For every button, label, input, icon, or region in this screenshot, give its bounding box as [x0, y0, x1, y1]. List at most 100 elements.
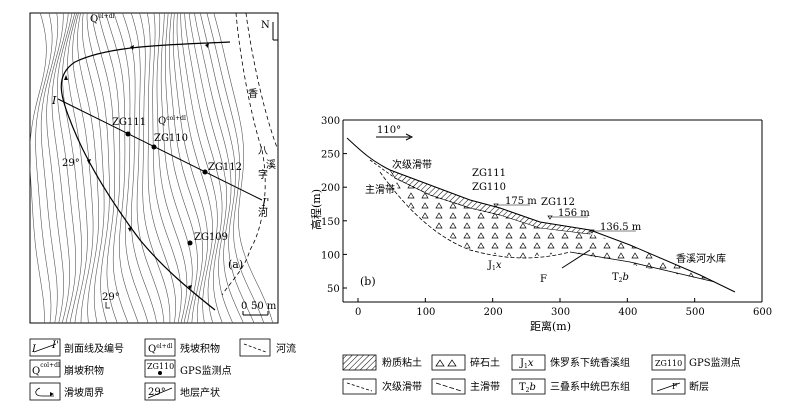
legend: I I' 剖面线及编号 Qel+dl 残坡积物 河流 Qcol+dl 崩坡积物 …	[29, 338, 741, 401]
contour-line	[67, 13, 88, 323]
svg-text:Qcol+dl: Qcol+dl	[32, 362, 60, 377]
river-line-2	[245, 12, 279, 151]
profile-end-label: I'	[261, 196, 269, 209]
contour-line	[81, 13, 105, 323]
x-tick-label: 200	[484, 307, 503, 318]
contour-line	[91, 13, 118, 323]
contour-line	[152, 13, 182, 323]
profile-elev-156: 156 m	[558, 208, 590, 219]
river-char-3: 河	[258, 207, 268, 219]
contour-line	[51, 13, 71, 323]
contour-line	[98, 13, 129, 323]
contour-line	[172, 13, 209, 323]
y-tick-label: 150	[321, 217, 340, 228]
contour-line	[184, 13, 223, 323]
main-slip-zone	[379, 171, 571, 259]
contour-line	[46, 13, 64, 323]
map-panel: I I' Qel+dl Qcol+dl N ZG111 ZG110 ZG112 …	[29, 12, 279, 324]
profile-elev-136: 136.5 m	[600, 222, 642, 233]
map-panel-label: (a)	[228, 258, 243, 271]
bayi-char-1: 八	[258, 146, 268, 157]
contour-line	[200, 13, 255, 323]
gps-zg112-label: ZG112	[208, 162, 242, 173]
gps-zg111-label: ZG111	[112, 117, 146, 128]
contour-line	[165, 13, 198, 323]
svg-text:T2b: T2b	[519, 382, 536, 394]
river-char-2: 溪	[266, 159, 276, 171]
profile-panel: 0 100 200 300 400 500 600 50 100 150 200 250 300 距离…	[309, 116, 772, 333]
profile-line	[57, 98, 263, 201]
legend-profile-line: 剖面线及编号	[64, 342, 124, 355]
y-tick-label: 250	[321, 150, 340, 161]
profile-start-label: I	[51, 94, 57, 107]
contour-line	[122, 13, 157, 323]
landslide-boundary	[60, 41, 231, 311]
contour-line	[113, 13, 149, 323]
contour-line	[30, 13, 47, 323]
legend-jurassic: 侏罗系下统香溪组	[550, 356, 630, 369]
dip-label-2: 29°	[102, 292, 120, 303]
legend-strata-attitude: 地层产状	[180, 386, 220, 399]
gps-zg109-label: ZG109	[194, 232, 228, 243]
north-label: N	[261, 20, 270, 31]
profile-zg111: ZG111	[472, 168, 506, 179]
x-axis-label: 距离(m)	[530, 319, 571, 333]
contour-line	[160, 13, 193, 323]
contour-line	[86, 13, 110, 323]
svg-text:I: I	[31, 344, 37, 355]
x-tick-label: 100	[416, 307, 435, 318]
legend-silty-clay: 粉质粘土	[382, 356, 422, 369]
contour-line	[139, 13, 171, 323]
legend-gps-point-2: GPS监测点	[689, 356, 741, 369]
contour-line	[156, 13, 188, 323]
label-secondary-slip: 次级滑带	[392, 158, 432, 171]
label-jurassic: J1x	[487, 260, 502, 272]
y-axis-label: 高程(m)	[309, 189, 323, 230]
svg-text:ZG110: ZG110	[655, 359, 682, 368]
label-triassic: T2b	[612, 272, 629, 284]
contour-line	[180, 13, 218, 323]
contour-line	[146, 13, 177, 323]
bayi-char-2: 字	[258, 168, 268, 181]
svg-text:I': I'	[51, 340, 59, 351]
contour-line	[62, 13, 83, 323]
legend-secondary-slip: 次级滑带	[382, 380, 422, 393]
contour-line	[130, 13, 165, 323]
fault-line	[561, 249, 591, 269]
x-tick-label: 0	[355, 307, 361, 318]
label-fault: F	[540, 274, 547, 285]
y-tick-label: 200	[321, 183, 340, 194]
x-ticks: 0 100 200 300 400 500 600	[355, 298, 772, 318]
x-tick-label: 500	[686, 307, 705, 318]
contour-line	[168, 13, 204, 323]
secondary-slip-zone	[369, 159, 501, 216]
contour-line	[56, 13, 76, 323]
scale-label: 50 m	[251, 301, 277, 312]
legend-triassic: 三叠系中统巴东组	[550, 380, 630, 393]
x-tick-label: 300	[551, 307, 570, 318]
legend-collapse-deposit: 崩坡积物	[64, 364, 104, 377]
scale-zero: 0	[241, 301, 247, 312]
x-tick-label: 600	[753, 307, 772, 318]
profile-zg112: ZG112	[541, 197, 575, 208]
contour-line	[35, 13, 53, 323]
legend-residual-deposit: 残坡积物	[180, 342, 220, 355]
svg-text:29°: 29°	[148, 387, 166, 398]
profile-elev-175: 175 m	[505, 196, 537, 207]
legend-landslide-boundary: 滑坡周界	[64, 386, 104, 399]
river-char-1: 香	[248, 88, 258, 100]
gps-zg112	[202, 169, 208, 175]
dip-label-1: 29°	[62, 158, 80, 169]
contour-line	[176, 13, 213, 323]
gps-zg110	[151, 144, 157, 150]
contour-line	[188, 13, 234, 323]
profile-panel-label: (b)	[360, 275, 376, 288]
river-line	[221, 12, 266, 296]
direction-label: 110°	[377, 125, 401, 136]
gps-zg110-label: ZG110	[154, 133, 188, 144]
deposit-label-top: Qel+dl	[90, 13, 115, 25]
contour-line	[213, 13, 274, 323]
contour-line	[194, 13, 244, 323]
x-tick-label: 400	[618, 307, 637, 318]
